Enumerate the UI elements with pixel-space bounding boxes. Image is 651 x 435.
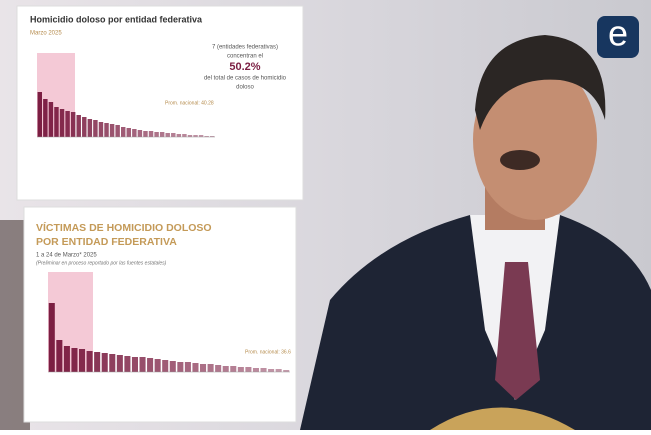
bar [120,127,126,137]
panel-subtitle: 1 a 24 de Marzo* 2025 [36,253,97,259]
bar [43,99,48,137]
panel: VÍCTIMAS DE HOMICIDIO DOLOSO POR ENTIDAD… [23,206,297,423]
bar [283,370,290,372]
bar [204,136,209,137]
bar [76,115,81,137]
note: concentran el [227,54,263,60]
average-label: Prom. nacional: 36.6 [245,349,291,355]
bar [124,356,131,372]
logo-box [597,16,639,58]
bar [65,111,70,137]
bar [63,346,70,372]
bar [154,132,159,137]
bar [171,133,176,137]
bar [115,125,120,137]
bar [137,130,143,137]
bar [37,92,43,137]
bar [147,358,154,372]
bar [209,136,215,137]
bar [184,362,191,372]
bar [275,369,282,372]
panel-title: Homicidio doloso por entidad federativa [30,14,203,24]
bar [109,124,115,137]
bar [268,369,275,372]
bar [162,360,169,372]
bar [148,131,154,137]
bar [176,134,182,137]
bar [177,362,184,372]
bar [94,352,101,372]
bar [215,365,222,372]
bar [54,107,59,137]
bar [198,135,204,137]
bar [93,120,98,137]
panel-title: VÍCTIMAS DE HOMICIDIO DOLOSO [36,221,212,234]
panel: Homicidio doloso por entidad federativa … [16,5,304,201]
note: (Preliminar en proceso reportado por las… [36,260,167,266]
bar [245,367,252,372]
bar [98,122,104,137]
bar [71,348,78,372]
bar [192,363,199,372]
bar [252,368,259,372]
bar [56,340,63,372]
bar [159,132,165,137]
bar [109,354,116,372]
note: del total de casos de homicidio [204,76,287,82]
bar [116,355,123,372]
bar [48,102,54,137]
bar [187,135,193,137]
bar [70,112,76,137]
bar [59,109,65,137]
bar [82,117,87,137]
panel-title: POR ENTIDAD FEDERATIVA [36,236,177,248]
bar [230,366,237,372]
bar [79,349,86,372]
note: doloso [236,85,254,91]
panel-subtitle: Marzo 2025 [30,31,62,37]
logo: e [608,13,628,54]
average-label: Prom. nacional: 40.28 [165,100,214,106]
bar [132,129,137,137]
bar [126,128,132,137]
speaker [300,35,651,430]
bar [260,368,267,372]
bar [48,303,55,372]
bar [193,135,198,137]
bar [237,367,244,372]
bar [200,364,207,372]
note-highlight: 50.2% [229,61,260,73]
bar [182,134,187,137]
bar [165,133,170,137]
bar [143,131,148,137]
bar [86,351,93,372]
bar [139,357,146,372]
bar [87,119,93,137]
bar [169,361,176,372]
highlight [48,272,93,372]
note: 7 (entidades federativas) [212,45,278,51]
seal [430,407,575,430]
bar [131,357,138,372]
bar [207,364,214,372]
bar [101,353,108,372]
bar [154,359,161,372]
bar [104,123,109,137]
bar [222,366,229,372]
